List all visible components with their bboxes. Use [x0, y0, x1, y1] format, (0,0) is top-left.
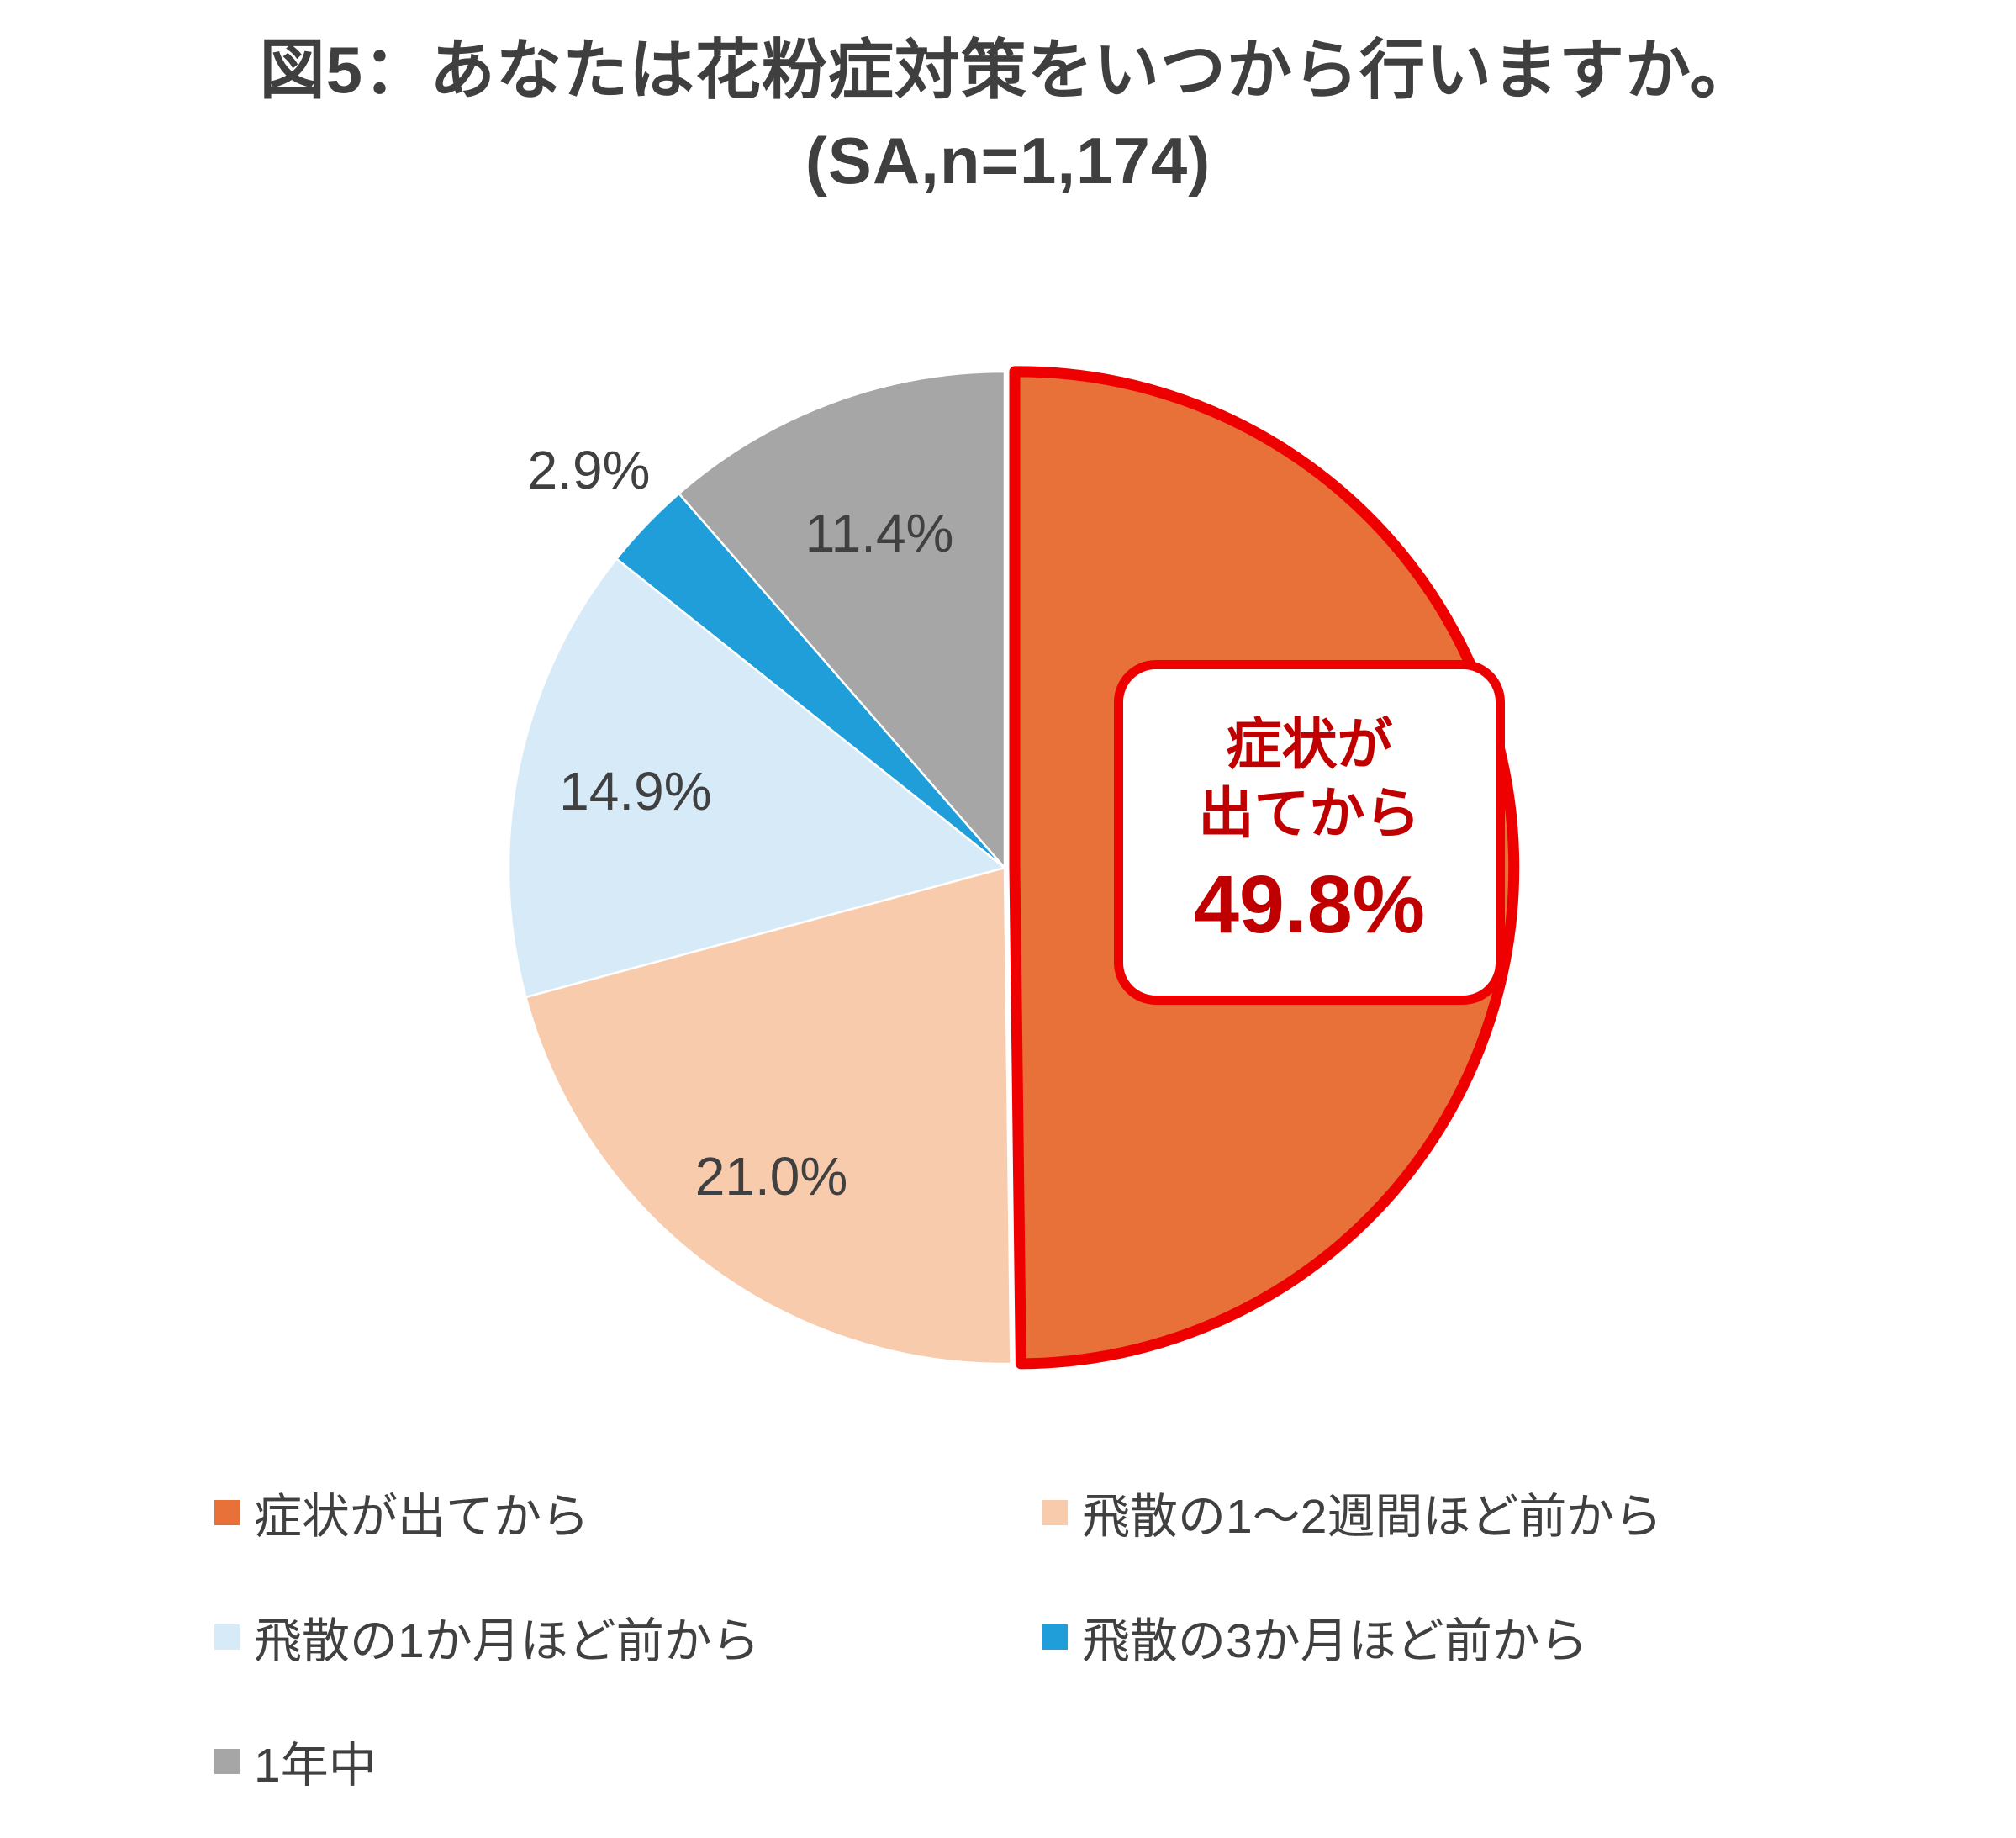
legend-item-all-year: 1年中	[214, 1727, 1042, 1796]
pie-slice-1	[524, 866, 1012, 1365]
highlight-callout: 症状が 出てから 49.8%	[1114, 660, 1505, 1005]
pie-value-label: 11.4%	[805, 503, 954, 563]
callout-value: 49.8%	[1193, 858, 1426, 950]
pie-value-label: 14.9%	[559, 761, 711, 821]
legend-item-1-2-weeks: 飛散の1～2週間ほど前から	[1042, 1478, 1896, 1547]
callout-line-2: 出てから	[1198, 782, 1421, 845]
legend-swatch-orange	[214, 1500, 240, 1525]
pie-value-label: 2.9%	[528, 440, 651, 500]
pie-slice-2	[507, 557, 1007, 999]
legend-item-1-month: 飛散の1か月ほど前から	[214, 1603, 1042, 1672]
legend: 症状が出てから 飛散の1～2週間ほど前から 飛散の1か月ほど前から 飛散の3か月…	[214, 1478, 1896, 1796]
legend-item-symptoms: 症状が出てから	[214, 1478, 1042, 1547]
chart-title: 図5：あなたは花粉症対策をいつから行いますか。 (SA,n=1,174)	[0, 25, 2016, 206]
legend-swatch-peach	[1042, 1500, 1068, 1525]
legend-label: 1年中	[254, 1739, 377, 1793]
legend-label: 飛散の3か月ほど前から	[1082, 1614, 1588, 1668]
legend-label: 症状が出てから	[254, 1490, 589, 1544]
pie-value-label: 21.0%	[695, 1146, 847, 1207]
legend-swatch-blue	[1042, 1624, 1068, 1650]
legend-label: 飛散の1～2週間ほど前から	[1082, 1490, 1663, 1544]
legend-swatch-lightblue	[214, 1624, 240, 1650]
callout-line-1: 症状が	[1226, 712, 1393, 775]
pie-slice-4	[677, 370, 1006, 871]
chart-title-line2: (SA,n=1,174)	[805, 123, 1211, 198]
legend-swatch-gray	[214, 1749, 240, 1774]
legend-label: 飛散の1か月ほど前から	[254, 1614, 760, 1668]
legend-item-3-months: 飛散の3か月ほど前から	[1042, 1603, 1896, 1672]
chart-title-line1: 図5：あなたは花粉症対策をいつから行いますか。	[259, 33, 1757, 107]
